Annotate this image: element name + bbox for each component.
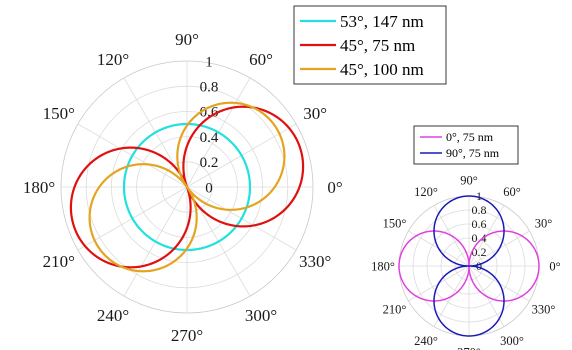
small-polar-plot: 0° 30° 60° 90° 120° 150° 180° 210° 240° 270° 300° 3… bbox=[371, 125, 561, 350]
theta-tick-label: 120° bbox=[414, 185, 438, 199]
theta-tick-label: 30° bbox=[535, 216, 553, 230]
theta-tick-label: 240° bbox=[414, 334, 438, 348]
r-tick-label: 0.2 bbox=[200, 155, 219, 171]
series-line-0 bbox=[122, 122, 252, 252]
r-tick-label: 0.6 bbox=[472, 217, 487, 231]
series-line-1 bbox=[433, 195, 505, 337]
theta-tick-label: 0° bbox=[549, 259, 560, 273]
r-tick-label: 0.4 bbox=[200, 130, 219, 146]
theta-tick-label: 180° bbox=[371, 259, 395, 273]
r-tick-label: 0.2 bbox=[472, 245, 487, 259]
theta-tick-label: 240° bbox=[97, 306, 129, 325]
legend-label: 45°, 75 nm bbox=[340, 36, 415, 55]
theta-tick-label: 300° bbox=[500, 334, 524, 348]
r-tick-label: 0.4 bbox=[472, 231, 487, 245]
series-line-0 bbox=[398, 230, 540, 302]
theta-tick-label: 270° bbox=[171, 326, 203, 345]
theta-tick-label: 210° bbox=[383, 302, 407, 316]
theta-tick-label: 30° bbox=[303, 104, 327, 123]
theta-tick-label: 270° bbox=[457, 345, 481, 350]
legend-box bbox=[413, 125, 519, 165]
r-tick-label: 0.8 bbox=[200, 79, 219, 95]
theta-tick-label: 60° bbox=[249, 50, 273, 69]
theta-tick-label: 180° bbox=[23, 178, 55, 197]
r-tick-label: 0 bbox=[476, 259, 482, 273]
theta-tick-label: 330° bbox=[299, 252, 331, 271]
legend-label: 53°, 147 nm bbox=[340, 12, 424, 31]
large-polar-plot: 0° 30° 60° 90° 120° 150° 180° 210° 240° 270° 300° 3… bbox=[23, 5, 447, 345]
theta-tick-label: 120° bbox=[97, 50, 129, 69]
r-tick-label: 0.8 bbox=[472, 203, 487, 217]
theta-tick-label: 90° bbox=[175, 30, 199, 49]
legend-label: 45°, 100 nm bbox=[340, 60, 424, 79]
series-line-1 bbox=[69, 105, 305, 269]
theta-tick-label: 60° bbox=[503, 185, 521, 199]
theta-tick-label: 150° bbox=[43, 104, 75, 123]
theta-tick-label: 0° bbox=[327, 178, 342, 197]
theta-tick-label: 330° bbox=[532, 302, 556, 316]
legend-label: 0°, 75 nm bbox=[446, 130, 494, 144]
series-line-2 bbox=[88, 101, 286, 273]
theta-tick-label: 90° bbox=[460, 173, 478, 187]
r-tick-label: 0 bbox=[205, 180, 213, 196]
legend-label: 90°, 75 nm bbox=[446, 146, 500, 160]
theta-tick-label: 150° bbox=[383, 216, 407, 230]
r-tick-label: 1 bbox=[205, 54, 213, 70]
theta-tick-label: 210° bbox=[43, 252, 75, 271]
theta-tick-label: 300° bbox=[245, 306, 277, 325]
r-tick-label: 1 bbox=[476, 189, 482, 203]
